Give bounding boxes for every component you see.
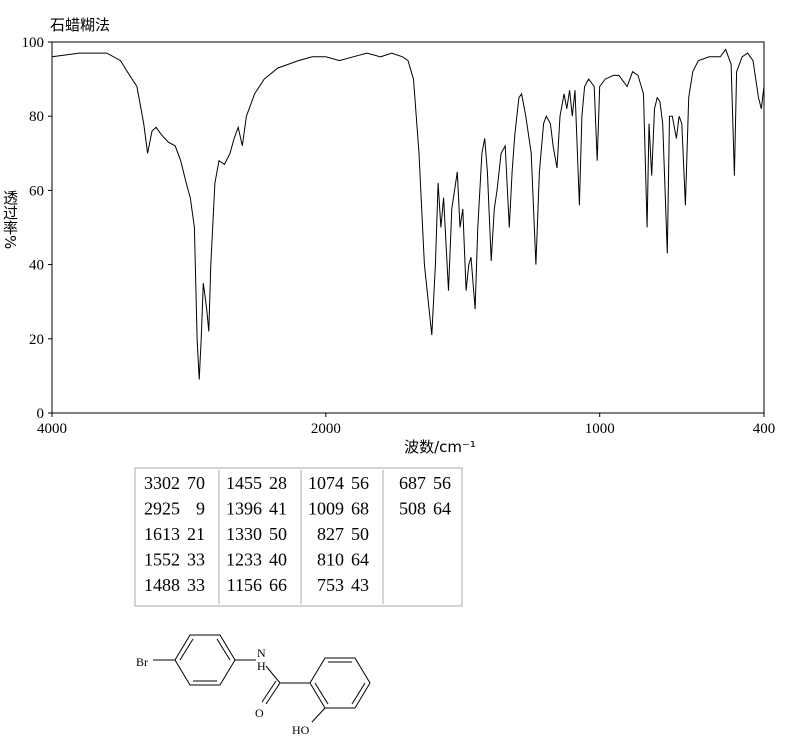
y-tick-label: 60 xyxy=(29,183,44,199)
peak-table-frame xyxy=(134,467,463,607)
peak-wavenumber: 1552 xyxy=(144,550,180,570)
peak-transmittance: 40 xyxy=(269,550,287,570)
peak-wavenumber: 1009 xyxy=(308,499,344,519)
x-axis-label: 波数/cm⁻¹ xyxy=(404,438,476,456)
peak-transmittance: 64 xyxy=(433,499,451,519)
y-tick-label: 0 xyxy=(37,406,45,422)
plot-frame xyxy=(51,41,765,414)
peak-transmittance: 33 xyxy=(187,550,205,570)
x-tick-label: 400 xyxy=(753,421,776,437)
peak-transmittance: 70 xyxy=(187,473,205,493)
y-tick-label: 100 xyxy=(22,35,45,51)
bond xyxy=(265,665,281,684)
peak-wavenumber: 1396 xyxy=(226,499,262,519)
peak-transmittance: 33 xyxy=(187,575,205,595)
peak-wavenumber: 1074 xyxy=(308,473,344,493)
peak-wavenumber: 1455 xyxy=(226,473,262,493)
peak-wavenumber: 1330 xyxy=(226,524,262,544)
ring xyxy=(309,657,371,709)
peak-transmittance: 9 xyxy=(196,499,205,519)
peak-transmittance: 64 xyxy=(351,550,369,570)
peak-wavenumber: 1156 xyxy=(227,575,262,595)
peak-transmittance: 43 xyxy=(351,575,369,595)
peak-transmittance: 68 xyxy=(351,499,369,519)
atom-label: N xyxy=(257,646,266,660)
atom-label: O xyxy=(255,706,264,720)
y-tick-label: 20 xyxy=(29,332,44,348)
x-tick-label: 2000 xyxy=(311,421,341,437)
bond xyxy=(216,638,231,661)
peak-wavenumber: 1233 xyxy=(226,550,262,570)
atom-label: H xyxy=(257,659,266,673)
peak-wavenumber: 3302 xyxy=(144,473,180,493)
y-tick-label: 80 xyxy=(29,109,44,125)
bond xyxy=(314,682,329,705)
peak-transmittance: 28 xyxy=(269,473,287,493)
peak-wavenumber: 2925 xyxy=(144,499,180,519)
x-tick-label: 1000 xyxy=(585,421,615,437)
spectrum-line xyxy=(51,48,765,380)
peak-wavenumber: 753 xyxy=(317,575,344,595)
atom-label: HO xyxy=(292,723,310,737)
bond xyxy=(351,682,366,705)
peak-wavenumber: 827 xyxy=(317,524,344,544)
atom-label: Br xyxy=(136,655,148,669)
peak-wavenumber: 1613 xyxy=(144,524,180,544)
bond xyxy=(265,682,281,705)
ring xyxy=(174,634,236,686)
peak-transmittance: 56 xyxy=(351,473,369,493)
peak-transmittance: 56 xyxy=(433,473,451,493)
bond xyxy=(261,680,277,703)
peak-transmittance: 66 xyxy=(269,575,287,595)
y-axis-label: 透过率% xyxy=(1,190,19,250)
y-tick-label: 40 xyxy=(29,258,44,274)
peak-wavenumber: 687 xyxy=(399,473,426,493)
peak-transmittance: 50 xyxy=(351,524,369,544)
structure xyxy=(153,634,371,723)
bond xyxy=(311,707,326,723)
chart-title: 石蜡糊法 xyxy=(50,16,110,34)
peak-wavenumber: 508 xyxy=(399,499,426,519)
peak-transmittance: 21 xyxy=(187,524,205,544)
peak-wavenumber: 810 xyxy=(317,550,344,570)
bond xyxy=(179,638,194,661)
peak-transmittance: 50 xyxy=(269,524,287,544)
peak-wavenumber: 1488 xyxy=(144,575,180,595)
x-tick-label: 4000 xyxy=(37,421,67,437)
peak-transmittance: 41 xyxy=(269,499,287,519)
